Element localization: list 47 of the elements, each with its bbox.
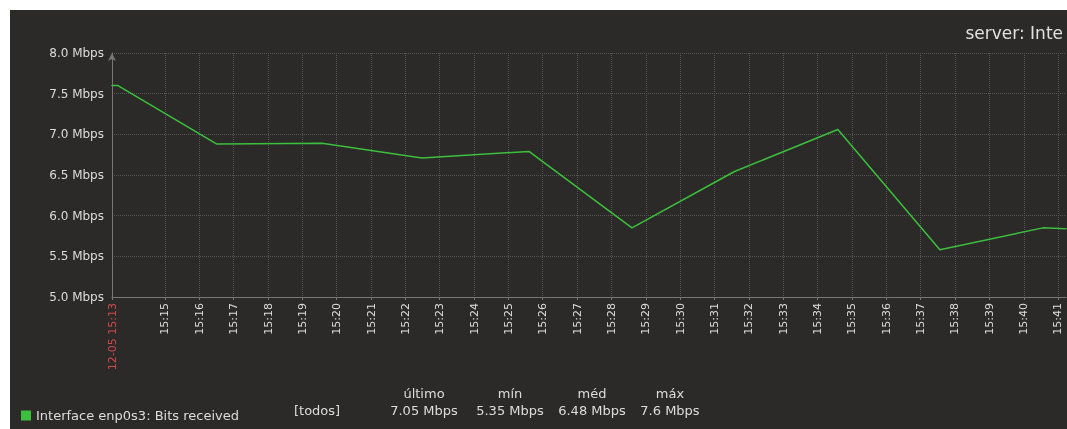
x-tick-label: 15:39 [982, 303, 996, 335]
y-tick-label: 7.0 Mbps [49, 127, 104, 142]
x-tick-label: 15:25 [502, 303, 516, 335]
x-tick-label: 15:24 [467, 303, 481, 335]
x-tick-label: 15:29 [639, 303, 653, 335]
x-tick-label: 15:35 [845, 303, 859, 335]
x-tick-label: 15:18 [261, 303, 275, 335]
x-tick-label: 15:16 [192, 303, 206, 335]
text: mín [497, 385, 523, 401]
text: máx [655, 385, 685, 401]
x-tick-label: 15:20 [330, 303, 344, 335]
text: 7.05 Mbps [390, 402, 459, 418]
x-tick-label: 15:37 [914, 303, 928, 335]
text: 5.35 Mbps [476, 402, 545, 418]
x-tick-label: 15:33 [776, 303, 790, 335]
x-tick-label: 15:34 [811, 303, 825, 335]
x-tick-label: 15:36 [879, 303, 893, 335]
text: méd [577, 385, 607, 401]
x-tick-label: 15:26 [536, 303, 550, 335]
y-tick-label: 5.0 Mbps [49, 290, 104, 304]
x-tick-label: 15:38 [948, 303, 962, 335]
x-tick-label: 15:21 [364, 303, 378, 335]
text: [todos] [294, 402, 341, 418]
y-tick-label: 7.5 Mbps [49, 86, 104, 101]
x-tick-label: 15:15 [158, 303, 172, 335]
y-tick-label: 5.5 Mbps [49, 249, 104, 264]
x-tick-label: 15:22 [398, 303, 412, 335]
y-tick-label: 8.0 Mbps [49, 46, 104, 60]
x-tick-label: 15:30 [673, 303, 687, 335]
x-tick-label: 15:28 [605, 303, 619, 335]
line-series [111, 84, 1067, 251]
chart-title: server: Inte [965, 22, 1063, 43]
x-tick-label: 15:41 [1051, 303, 1065, 335]
x-tick-label: 15:19 [295, 303, 309, 335]
x-tick-label: 15:17 [227, 303, 241, 335]
x-tick-label: 12-05 15:13 [105, 303, 119, 371]
x-tick-label: 15:27 [570, 303, 584, 335]
y-tick-label: 6.5 Mbps [49, 168, 104, 182]
y-tick-label: 6.0 Mbps [49, 208, 104, 223]
x-tick-label: 15:23 [433, 303, 447, 335]
x-tick-label: 15:40 [1017, 303, 1031, 335]
x-tick-label: 15:32 [742, 303, 756, 335]
x-tick-label: 15:31 [708, 303, 722, 335]
legend-label: Interface enp0s3: Bits received [36, 408, 239, 423]
text: 7.6 Mbps [640, 402, 700, 418]
text: 6.48 Mbps [558, 402, 627, 418]
text: último [403, 385, 445, 401]
